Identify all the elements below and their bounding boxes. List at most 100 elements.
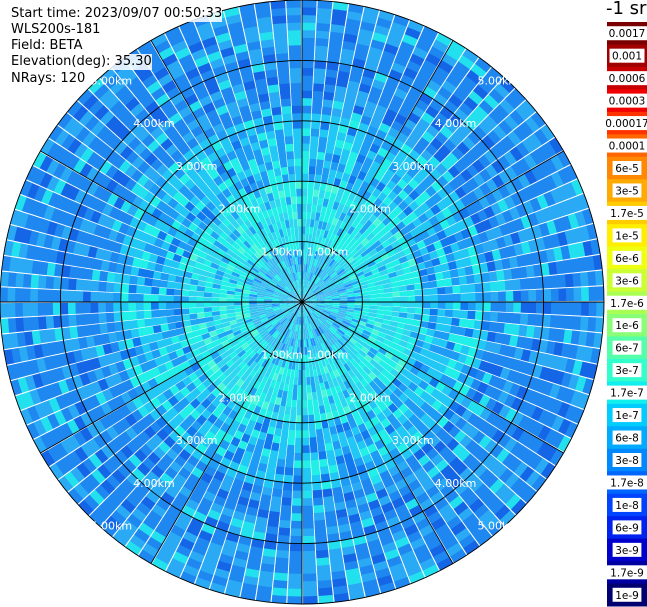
field-cell [142,302,152,311]
field-cell [345,285,354,291]
field-cell [362,228,372,238]
field-cell [413,124,426,137]
field-cell [178,105,192,119]
field-cell [356,153,367,164]
field-cell [321,313,329,319]
field-cell [329,425,338,436]
field-cell [265,433,274,443]
field-cell [397,442,409,455]
field-cell [436,316,446,325]
field-cell [449,113,464,128]
field-cell [192,106,206,119]
field-cell [138,259,149,270]
field-cell [299,354,302,363]
field-cell [279,82,291,92]
field-cell [186,118,200,132]
field-cell [281,335,287,344]
field-cell [412,276,422,284]
field-cell [286,158,295,167]
field-cell [248,340,258,348]
field-cell [238,339,248,347]
field-cell [305,279,310,288]
field-cell [207,346,217,356]
field-cell [297,218,302,227]
field-cell [256,294,265,299]
field-cell [85,257,96,269]
elevation-label: Elevation(deg): 35.30 [11,54,152,70]
field-cell [306,307,313,315]
field-cell [155,339,166,349]
field-cell [190,324,200,332]
field-cell [254,322,263,329]
field-cell [470,63,487,79]
field-cell [337,313,346,319]
field-cell [61,327,71,340]
field-cell [374,339,384,348]
field-cell [233,291,243,296]
field-cell [472,430,486,445]
field-cell [322,273,330,281]
field-cell [303,309,306,318]
field-cell [277,67,290,77]
field-cell [199,120,213,132]
field-cell [352,283,361,289]
field-cell [307,392,313,401]
field-cell [498,247,510,259]
field-cell [252,223,261,233]
field-cell [125,117,140,132]
field-cell [508,256,519,269]
field-cell [290,330,295,340]
field-cell [478,509,495,525]
field-cell [192,510,207,524]
field-cell [391,61,406,75]
field-cell [564,273,574,288]
field-cell [374,230,385,240]
field-cell [327,129,338,140]
field-cell [485,397,498,412]
field-cell [267,362,275,372]
field-cell [292,323,297,332]
field-cell [240,342,250,350]
field-cell [430,302,439,309]
field-cell [447,260,458,271]
field-cell [412,485,426,499]
field-cell [229,339,239,348]
field-cell [333,343,341,352]
field-cell [168,111,183,125]
field-cell [360,284,369,290]
field-cell [302,400,308,409]
field-cell [431,399,443,412]
field-cell [413,313,423,321]
field-cell [316,304,325,307]
field-cell [353,457,365,468]
field-cell [475,57,492,73]
field-cell [575,242,586,258]
field-cell [550,171,565,188]
field-cell [279,326,286,335]
field-cell [75,314,85,326]
field-cell [311,234,317,243]
field-cell [318,136,328,146]
field-cell [168,32,185,47]
field-cell [558,418,572,435]
field-cell [177,354,188,364]
field-cell [345,18,361,29]
field-cell [282,319,289,327]
field-cell [256,374,265,384]
field-cell [492,401,505,415]
field-cell [344,266,354,274]
field-cell [441,53,458,68]
range-ring-label: 5.00km [90,520,132,533]
field-cell [154,478,169,492]
field-cell [153,237,164,248]
field-cell [404,472,418,486]
range-ring-label: 3.00km [176,434,218,447]
field-cell [313,82,325,92]
field-cell [255,516,268,527]
field-cell [302,6,317,16]
field-cell [426,79,442,93]
field-cell [356,549,371,561]
field-cell [374,280,384,287]
field-cell [286,321,292,330]
field-cell [291,203,297,212]
